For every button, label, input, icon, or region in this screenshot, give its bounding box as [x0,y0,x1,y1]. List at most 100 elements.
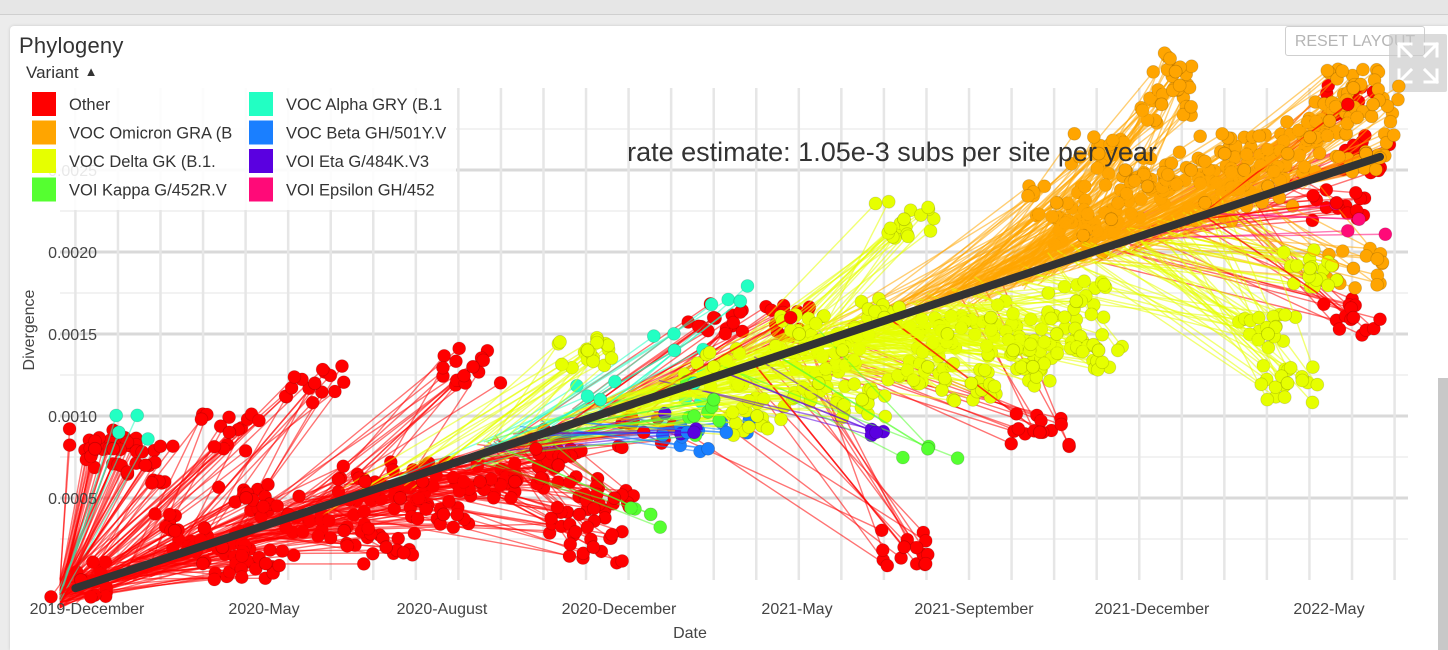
branch [305,375,465,498]
data-point [1154,97,1169,112]
legend-swatch [249,177,273,202]
data-point [1303,130,1317,145]
cloud-point [1054,417,1069,432]
data-point [1237,163,1252,177]
cloud-point [1067,126,1082,141]
branch [59,456,92,580]
y-axis-label: Divergence [21,289,38,370]
data-point [687,425,702,440]
branch [523,427,623,496]
x-axis-label: Date [673,625,707,642]
branch [59,464,147,594]
cloud-point [141,432,155,446]
cloud-point [921,200,936,215]
branch [100,568,242,580]
scrollbar[interactable] [1438,378,1448,650]
cloud-point [881,194,896,209]
cloud-point [62,421,77,436]
branch [207,552,404,555]
panel-title: Phylogeny [19,33,124,58]
cloud-point [1370,252,1385,266]
data-point [222,425,237,440]
branch [1112,108,1335,241]
branch [1092,242,1268,329]
chevron-up-icon: ▲ [84,64,98,79]
branch [428,483,594,510]
data-point [337,523,352,538]
data-point [1168,64,1183,79]
cloud-point [1369,162,1383,177]
branch [481,450,612,539]
branch [544,415,695,435]
cloud-point [880,558,895,573]
y-tick-label: 0.0015 [48,327,97,344]
branch [882,286,1106,327]
branch [1261,191,1381,255]
branch [78,431,230,588]
branch [911,302,1071,349]
cloud-point [1215,126,1230,141]
data-point [897,540,911,555]
branch [1207,205,1289,371]
data-point [580,343,595,358]
y-tick-label: 0.0005 [48,491,97,508]
branch [1189,211,1318,386]
branch [974,169,1126,292]
data-point [783,310,798,325]
cloud-point [883,221,898,236]
branch [1093,261,1315,288]
cloud-point [1110,343,1125,358]
branch [557,427,709,450]
x-tick-label: 2021-May [761,601,832,618]
rate-annotation: rate estimate: 1.05e-3 subs per site per… [627,137,1157,167]
branch [442,465,594,548]
branch [59,550,283,600]
branch [236,534,387,548]
cloud-point [1305,395,1320,410]
cloud-point [742,420,756,434]
cloud-point [1286,276,1301,291]
cloud-point [947,393,962,408]
branch [466,456,636,510]
branch [589,300,741,419]
branch [209,371,326,534]
legend-toggle[interactable]: Variant ▲ [26,63,97,83]
branch [607,411,758,417]
cloud-point [305,395,320,410]
x-tick-label: 2021-September [914,601,1034,618]
top-bar [0,0,1448,15]
cloud-point [760,421,775,436]
branch [840,316,991,336]
branch [518,333,675,432]
data-point [1140,179,1155,194]
cloud-point [918,556,933,571]
branch [948,298,1099,352]
data-point [964,376,979,391]
data-point [1025,359,1040,374]
cloud-point [62,438,77,452]
cloud-point [130,408,145,423]
cloud-point [476,353,491,368]
cloud-point [1356,62,1370,77]
branch [162,402,314,562]
branch [848,321,1084,351]
branch [1222,103,1374,210]
branch [290,477,542,529]
reset-layout-button[interactable]: RESET LAYOUT [1285,26,1425,56]
branch [557,303,712,422]
branch [437,349,589,470]
branch [369,446,623,506]
branch [926,300,1077,308]
branch [59,438,149,602]
branch [1202,87,1354,216]
cloud-point [1370,277,1384,292]
legend-label: VOC Beta GH/501Y.V [286,125,446,143]
branch [579,315,782,425]
branch [1258,88,1379,194]
cloud-point [1095,355,1110,370]
branch [59,449,121,579]
cloud-point [935,383,949,398]
branch [690,214,922,389]
data-point [239,491,254,505]
